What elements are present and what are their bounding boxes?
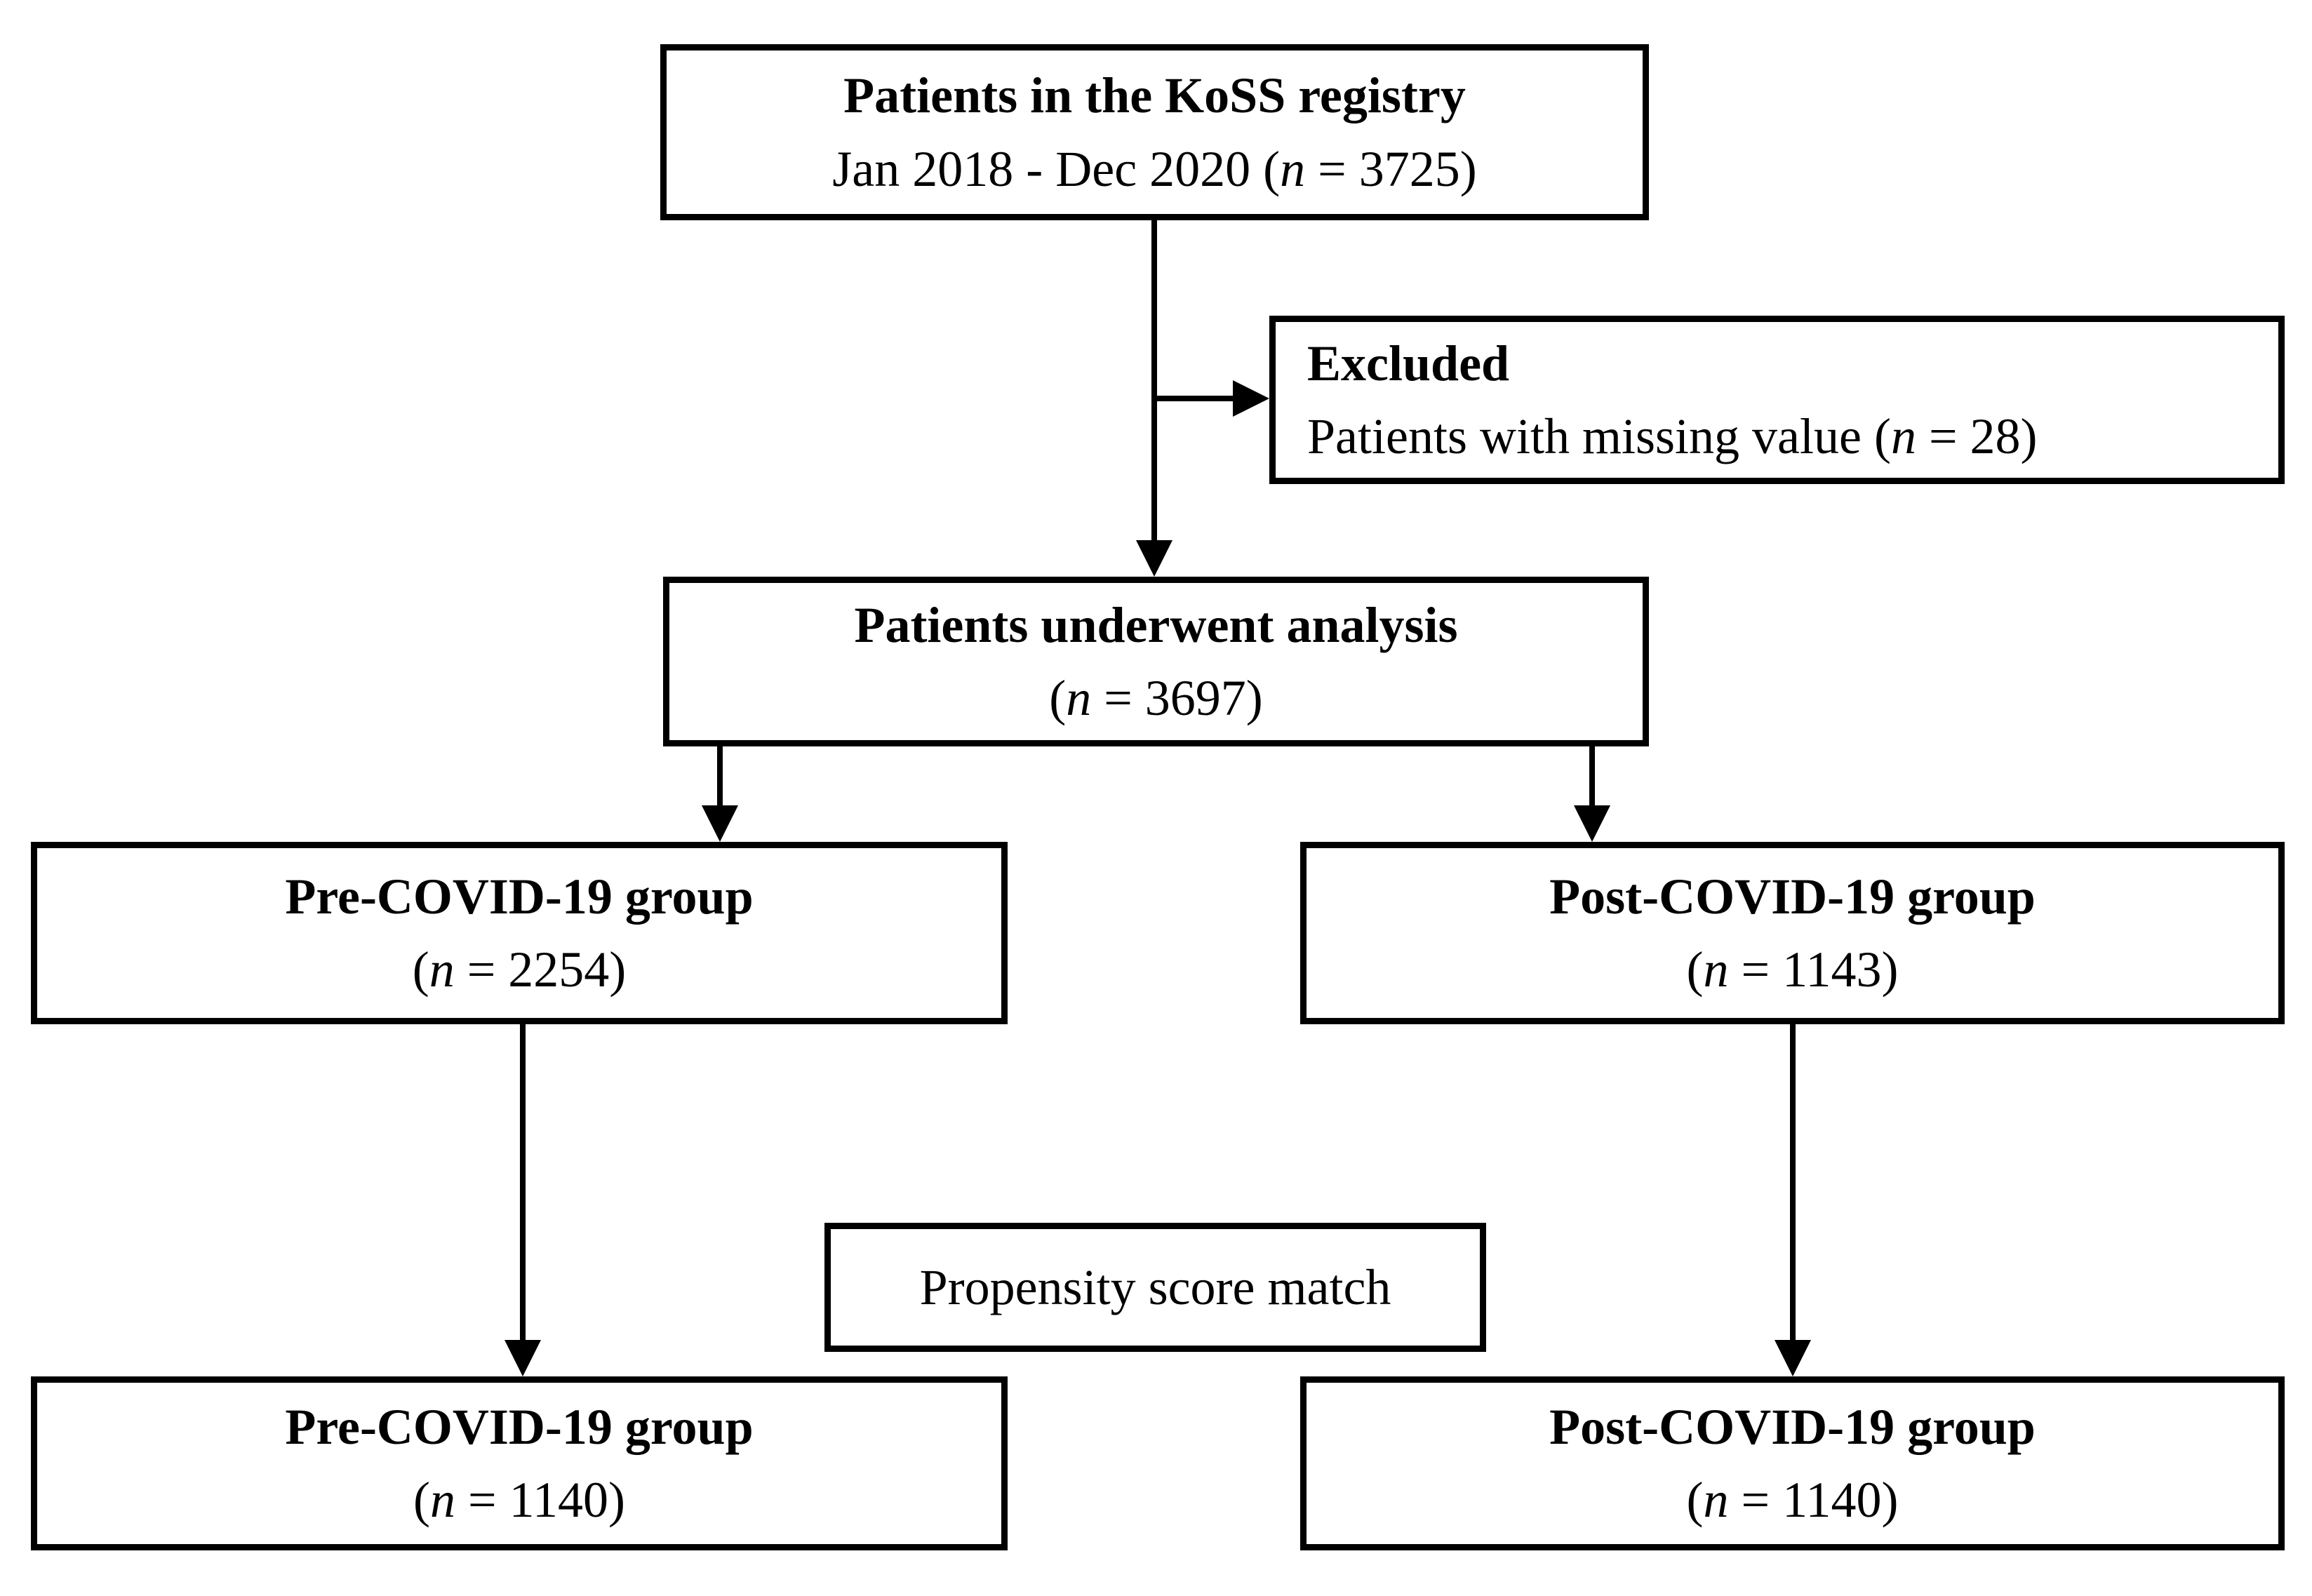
n-symbol: n [430,1472,456,1528]
subtitle-suffix: = 1140) [1728,1472,1899,1528]
arrow-head-down-icon [702,805,738,842]
subtitle-prefix: ( [1686,941,1704,998]
subtitle-suffix: = 3725) [1305,140,1477,197]
subtitle-prefix: ( [412,941,429,998]
arrow-head-down-icon [1136,540,1172,577]
propensity-score-match-box: Propensity score match [824,1223,1486,1352]
pre-covid-group-box: Pre-COVID-19 group (n = 2254) [31,842,1008,1024]
subtitle-prefix: ( [413,1472,431,1528]
detail-suffix: = 28) [1916,408,2038,464]
arrow-line [1589,746,1595,807]
excluded-box-detail: Patients with missing value (n = 28) [1307,400,2038,473]
pre-covid-matched-subtitle: (n = 1140) [413,1463,625,1536]
subtitle-prefix: Jan 2018 - Dec 2020 ( [832,140,1281,197]
subtitle-suffix: = 1140) [455,1472,625,1528]
n-symbol: n [1703,1472,1729,1528]
analysis-box-title: Patients underwent analysis [854,596,1458,653]
post-covid-group-subtitle: (n = 1143) [1687,933,1899,1006]
arrow-head-down-icon [505,1340,541,1376]
subtitle-prefix: ( [1686,1472,1704,1528]
arrow-line [1154,396,1236,401]
subtitle-suffix: = 2254) [454,941,627,998]
analysis-box-subtitle: (n = 3697) [1049,662,1263,735]
n-symbol: n [429,941,455,998]
arrow-line [1151,220,1157,543]
post-covid-matched-box: Post-COVID-19 group (n = 1140) [1300,1376,2285,1550]
arrow-line [520,1024,526,1341]
excluded-box-title: Excluded [1307,335,1510,391]
post-covid-matched-title: Post-COVID-19 group [1549,1398,2036,1455]
pre-covid-group-title: Pre-COVID-19 group [285,868,754,925]
subtitle-suffix: = 3697) [1091,670,1263,726]
pre-covid-group-subtitle: (n = 2254) [413,933,627,1006]
registry-box-subtitle: Jan 2018 - Dec 2020 (n = 3725) [832,133,1476,206]
detail-prefix: Patients with missing value ( [1307,408,1891,464]
n-symbol: n [1066,670,1092,726]
excluded-box: Excluded Patients with missing value (n … [1269,316,2285,484]
arrow-line [1790,1024,1796,1341]
n-symbol: n [1703,941,1729,998]
arrow-head-down-icon [1775,1340,1811,1376]
registry-box: Patients in the KoSS registry Jan 2018 -… [660,44,1649,220]
post-covid-matched-subtitle: (n = 1140) [1687,1463,1899,1536]
arrow-line [717,746,723,807]
subtitle-suffix: = 1143) [1728,941,1899,998]
pre-covid-matched-title: Pre-COVID-19 group [285,1398,754,1455]
arrow-head-down-icon [1574,805,1610,842]
subtitle-prefix: ( [1049,670,1067,726]
post-covid-group-title: Post-COVID-19 group [1549,868,2036,925]
analysis-box: Patients underwent analysis (n = 3697) [663,577,1649,746]
arrow-head-right-icon [1233,380,1269,417]
n-symbol: n [1890,408,1916,464]
registry-box-title: Patients in the KoSS registry [843,67,1466,124]
propensity-score-match-label: Propensity score match [919,1259,1391,1315]
pre-covid-matched-box: Pre-COVID-19 group (n = 1140) [31,1376,1008,1550]
n-symbol: n [1280,140,1306,197]
post-covid-group-box: Post-COVID-19 group (n = 1143) [1300,842,2285,1024]
